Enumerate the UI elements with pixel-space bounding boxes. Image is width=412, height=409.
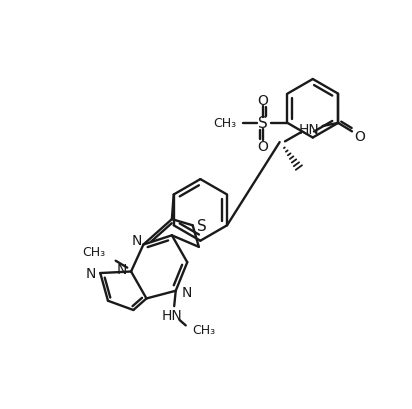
Text: O: O [258,139,268,154]
Text: N: N [86,266,96,280]
Text: HN: HN [299,123,319,137]
Text: CH₃: CH₃ [192,323,215,336]
Text: HN: HN [162,309,182,323]
Text: S: S [258,116,268,131]
Text: N: N [182,285,192,299]
Text: N: N [131,234,142,247]
Text: S: S [197,218,206,233]
Text: CH₃: CH₃ [82,245,105,258]
Text: CH₃: CH₃ [213,117,236,130]
Text: O: O [354,130,365,144]
Text: N: N [117,263,127,276]
Text: O: O [258,94,268,108]
